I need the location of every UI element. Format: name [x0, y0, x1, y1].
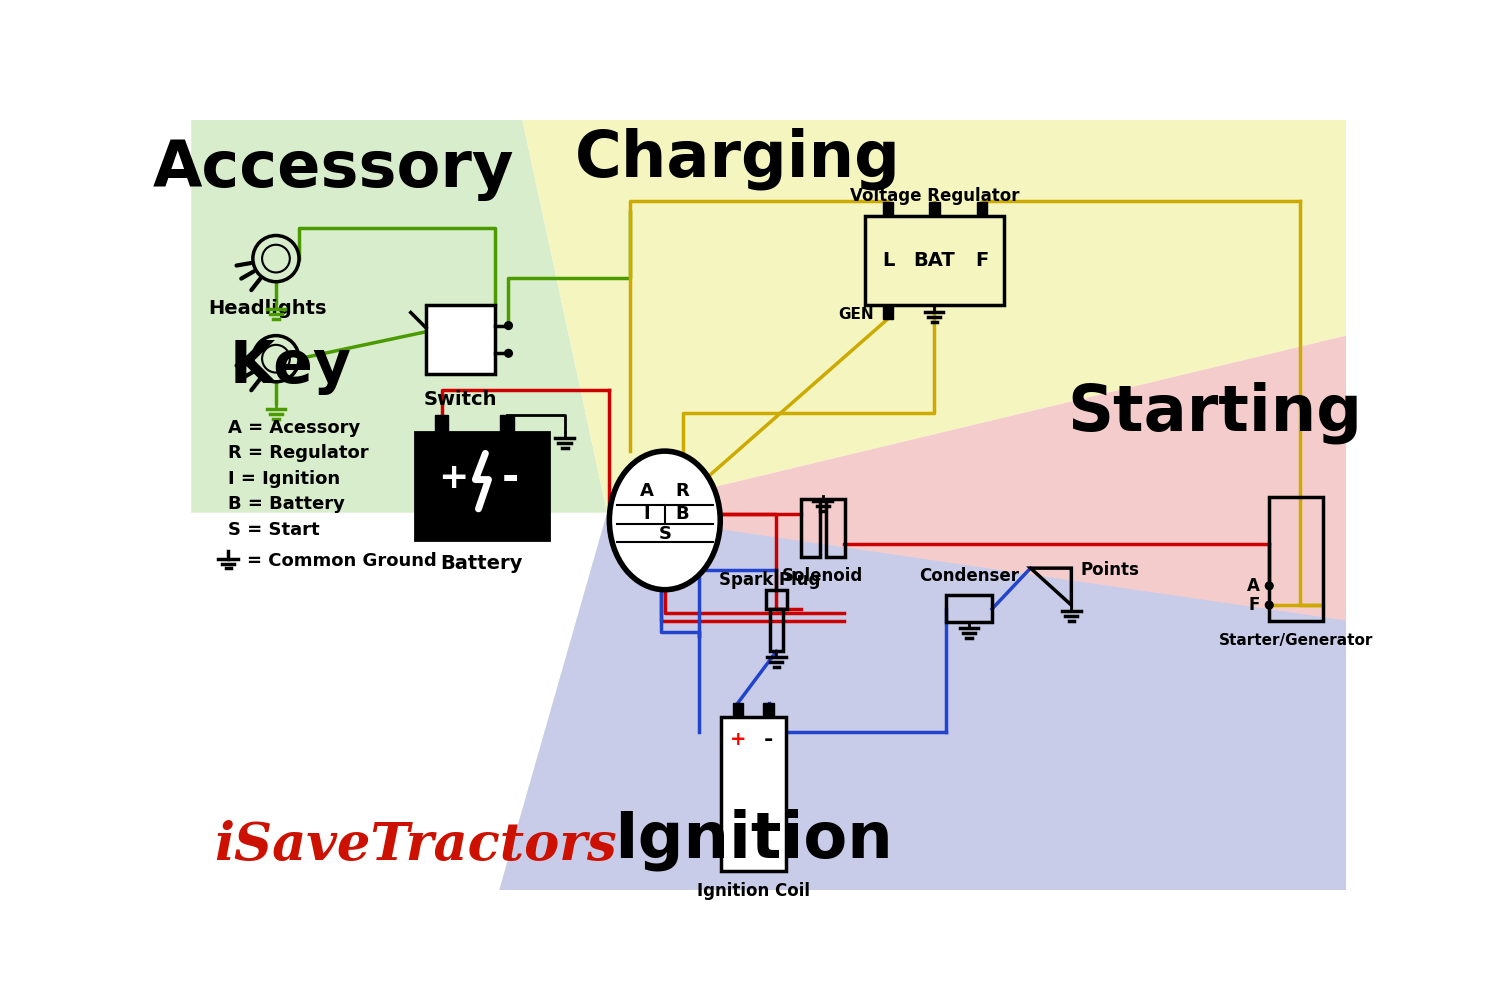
Ellipse shape [609, 451, 720, 590]
Bar [765, 590, 788, 609]
Text: B: B [675, 505, 690, 523]
Circle shape [1266, 582, 1274, 590]
Text: I = Ignition: I = Ignition [228, 470, 340, 488]
Bar [722, 717, 786, 871]
Polygon shape [522, 120, 1347, 513]
Text: A = Acessory: A = Acessory [228, 419, 360, 437]
Text: S: S [658, 525, 672, 543]
Circle shape [504, 322, 513, 329]
Text: L: L [882, 251, 894, 270]
Polygon shape [192, 513, 608, 890]
Bar [435, 415, 448, 432]
Text: Starting: Starting [1068, 381, 1364, 444]
Text: R = Regulator: R = Regulator [228, 444, 369, 462]
Text: A: A [1246, 577, 1260, 595]
Bar [426, 305, 495, 374]
Bar [825, 499, 844, 557]
Text: F: F [975, 251, 988, 270]
Polygon shape [500, 513, 1347, 890]
Text: Switch: Switch [424, 390, 498, 409]
Text: R: R [675, 482, 690, 500]
Polygon shape [608, 336, 1347, 890]
Text: +: + [438, 461, 468, 495]
Text: S = Start: S = Start [228, 521, 320, 539]
Text: BAT: BAT [914, 251, 956, 270]
Text: Voltage Regulator: Voltage Regulator [849, 187, 1018, 205]
Bar [882, 202, 894, 216]
Bar [976, 202, 987, 216]
Bar [732, 703, 744, 717]
Text: Points: Points [1080, 561, 1140, 579]
Text: GEN: GEN [839, 307, 874, 322]
Text: Battery: Battery [441, 554, 524, 573]
Polygon shape [192, 120, 608, 513]
Text: B = Battery: B = Battery [228, 495, 345, 513]
Text: Headlights: Headlights [209, 299, 327, 318]
Text: Key: Key [230, 338, 351, 395]
Bar [1269, 497, 1323, 620]
Bar [928, 202, 939, 216]
Text: = Common Ground: = Common Ground [248, 552, 436, 570]
Bar [865, 216, 1004, 305]
Bar [500, 415, 514, 432]
Text: Accessory: Accessory [153, 139, 514, 201]
Text: -: - [503, 457, 519, 499]
Text: F: F [1248, 596, 1260, 614]
Circle shape [504, 349, 513, 357]
Text: Ignition: Ignition [614, 809, 892, 871]
Bar [882, 305, 894, 319]
Bar [801, 499, 820, 557]
Text: A: A [640, 482, 654, 500]
Bar [764, 703, 774, 717]
Text: Ignition Coil: Ignition Coil [698, 882, 810, 900]
Text: iSaveTractors: iSaveTractors [214, 820, 616, 871]
Text: Charging: Charging [574, 127, 902, 190]
Bar [770, 609, 783, 651]
Text: Condenser: Condenser [920, 567, 1019, 585]
Text: I: I [644, 505, 651, 523]
Bar [946, 595, 992, 622]
Bar [414, 432, 549, 540]
Text: -: - [764, 730, 774, 750]
Circle shape [1266, 601, 1274, 609]
Text: +: + [729, 730, 746, 749]
Text: Starter/Generator: Starter/Generator [1220, 633, 1374, 648]
Text: Spark Plug: Spark Plug [718, 571, 821, 589]
Text: Solenoid: Solenoid [782, 567, 864, 585]
